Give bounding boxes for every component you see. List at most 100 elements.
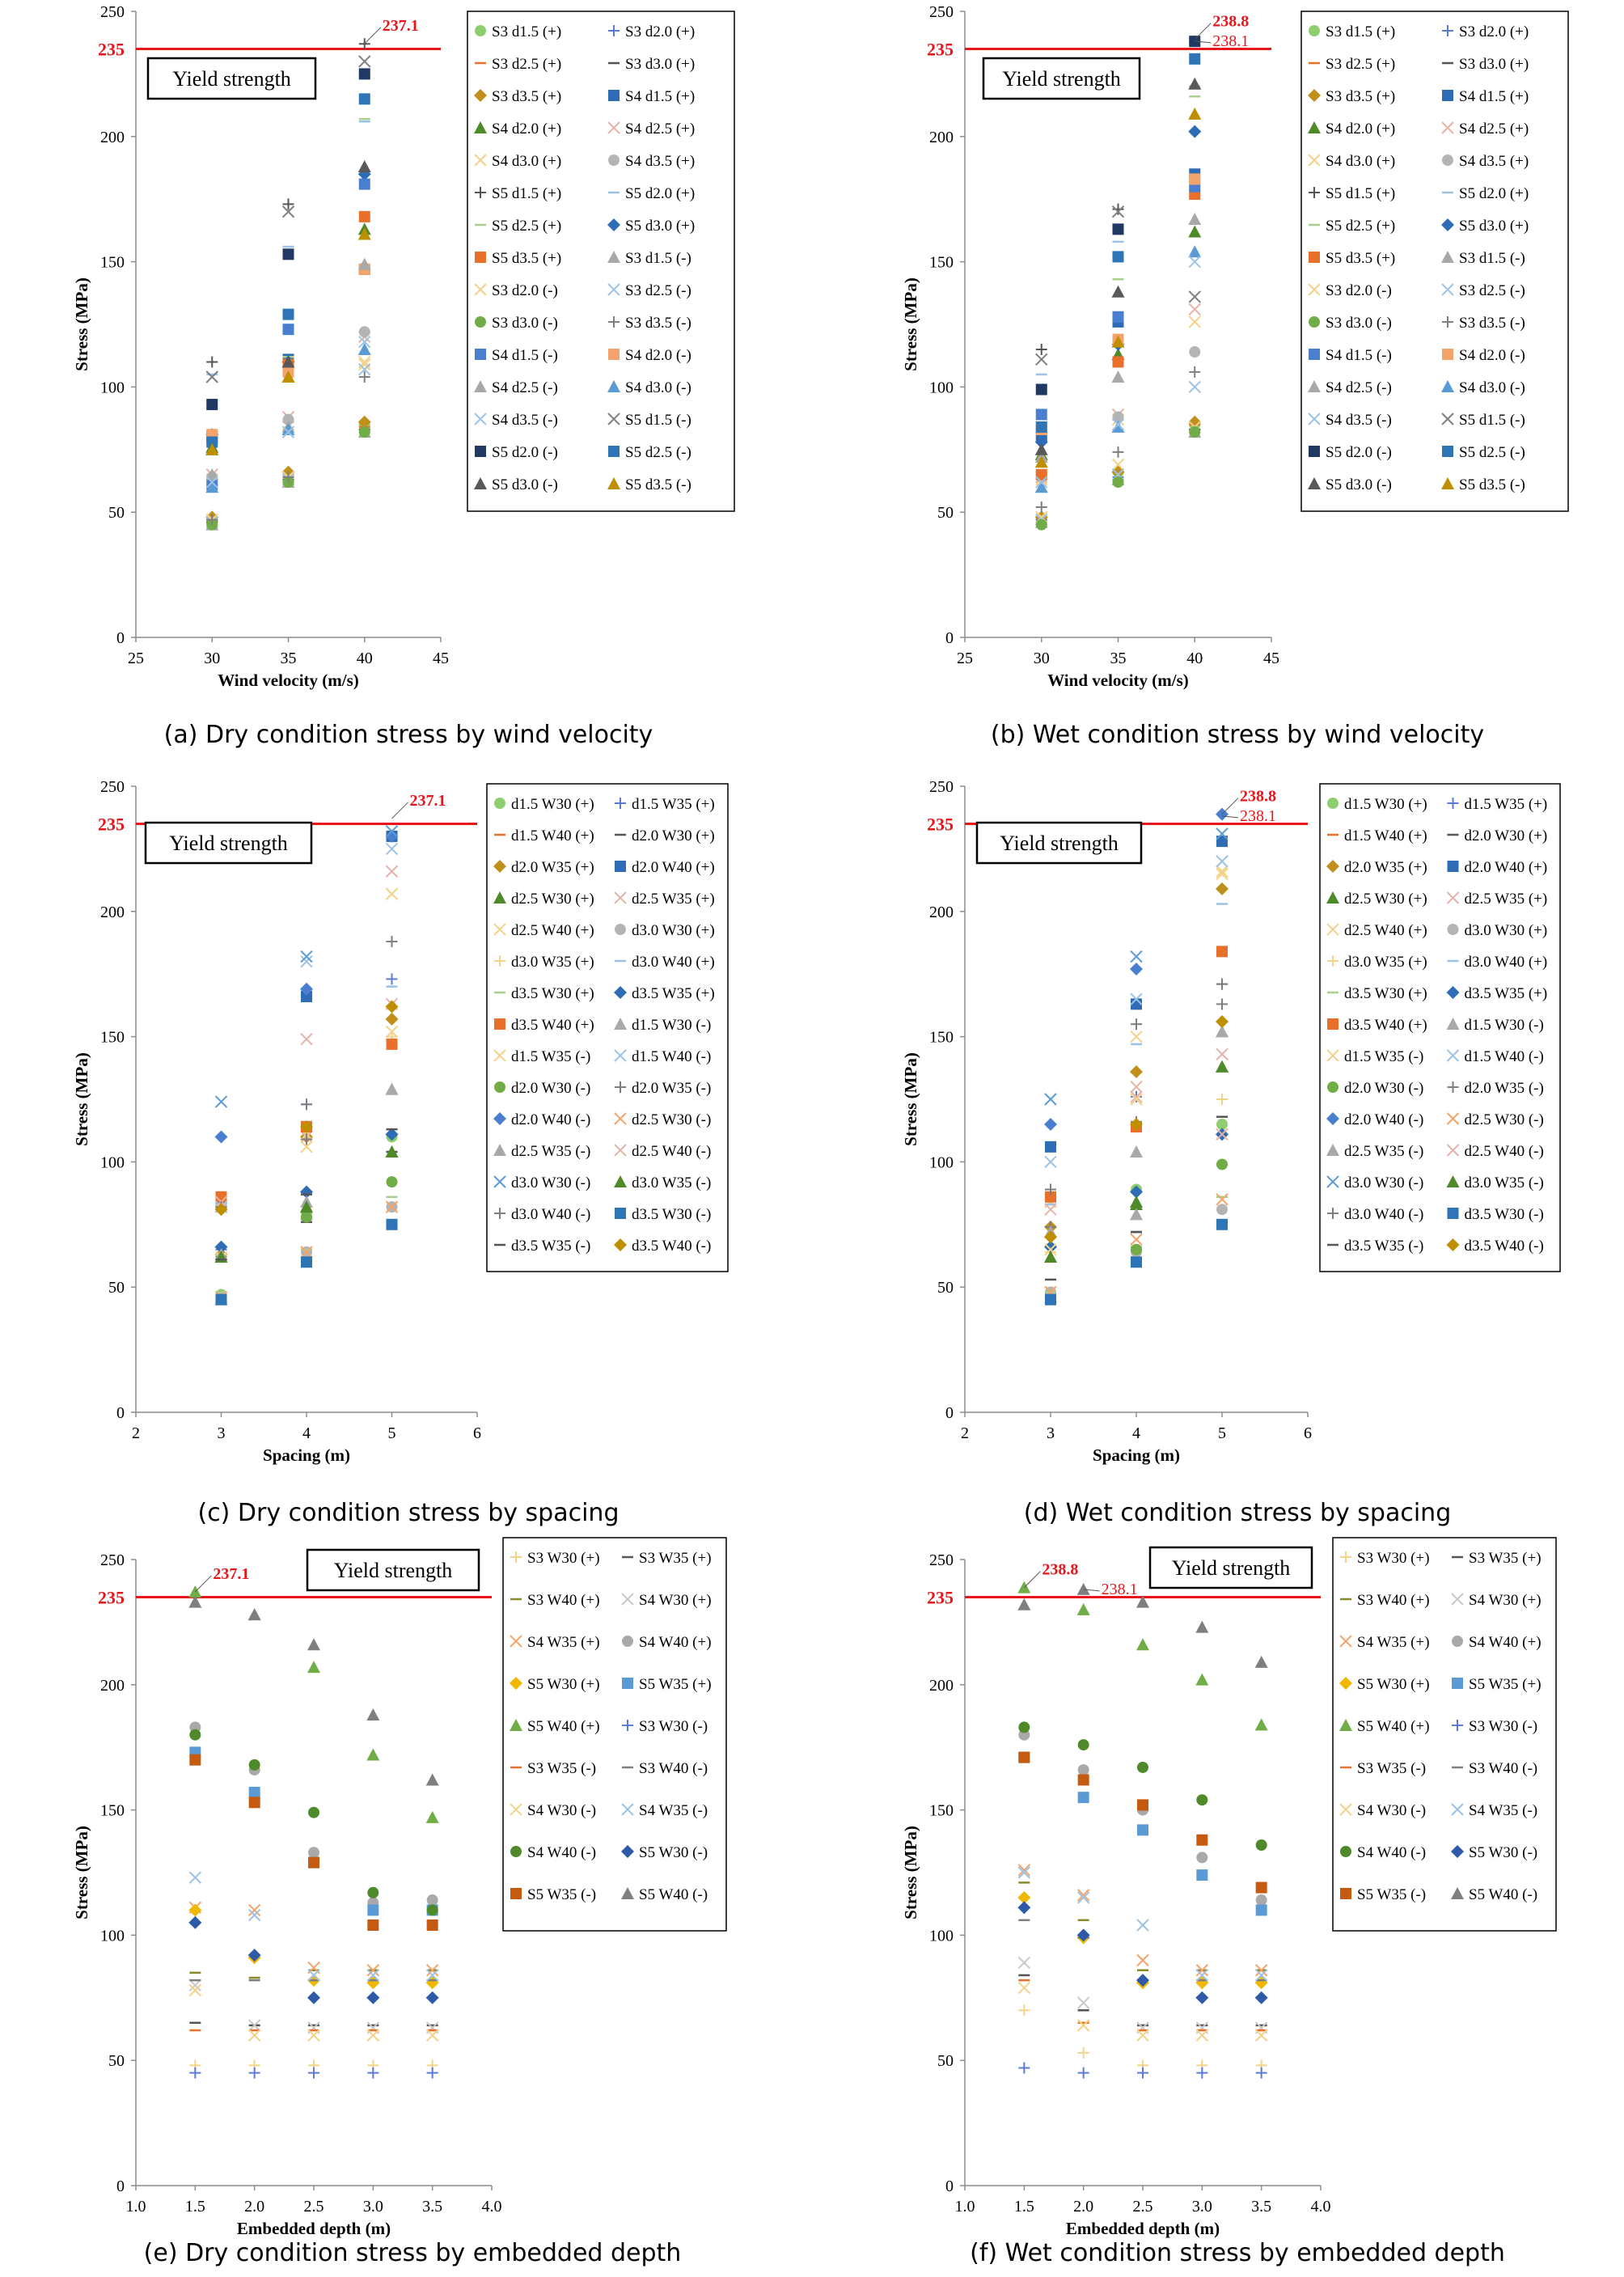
legend-marker [1441,283,1454,296]
data-point [1216,1025,1229,1038]
legend-label: S4 d1.5 (-) [1326,347,1392,364]
legend-label: S5 W40 (-) [1469,1886,1537,1903]
legend-label: S4 W30 (-) [527,1802,596,1819]
legend-marker [614,891,627,904]
data-point [1112,203,1124,215]
data-point [385,825,399,838]
legend-marker [474,413,487,425]
y-tick-label: 100 [100,1927,125,1945]
data-point [1196,1834,1208,1846]
data-point [308,2067,319,2079]
y-tick-label: 150 [100,1802,125,1820]
data-point [1076,1602,1090,1615]
data-point [366,1991,380,2004]
data-point [1076,1582,1090,1595]
data-point [1044,1243,1057,1256]
data-point [300,955,313,968]
legend-label: d2.0 W35 (-) [632,1080,711,1097]
legend-label: d3.5 W30 (-) [1465,1206,1544,1223]
legend-label: S3 W30 (+) [527,1550,600,1567]
legend-label: S3 d3.0 (-) [492,315,558,332]
data-point [1130,1208,1143,1221]
data-point [385,1000,399,1014]
legend-marker [493,1049,506,1062]
legend-label: S4 d2.0 (-) [625,347,691,364]
chart-panel-e: 0 50 100 150 200 250 1.0 1.5 2.0 2.5 3.0 3.5 4.0 Embe… [72,1537,727,2267]
data-point [248,1797,260,1809]
data-point [1195,1620,1209,1633]
data-point [1188,303,1201,316]
yield-value-label: 235 [98,39,125,59]
data-point [1112,411,1124,423]
y-tick-label: 0 [945,1404,954,1422]
data-point [366,1969,380,1982]
legend-label: S3 d1.5 (-) [625,250,691,267]
x-tick-label: 2.5 [1133,2198,1153,2216]
legend-marker [1446,891,1460,904]
legend-label: S5 d3.5 (-) [625,476,691,493]
legend-label: S3 d2.5 (+) [1326,56,1395,73]
legend-marker [1441,251,1454,263]
y-tick-label: 50 [108,1279,125,1297]
legend-label: S5 W35 (+) [1469,1676,1542,1693]
legend-label: d3.0 W30 (+) [632,922,715,939]
data-point [1216,1218,1228,1230]
legend-label: S5 d2.5 (+) [1326,218,1395,235]
data-point [1188,212,1202,225]
data-point [281,205,295,218]
data-point [307,1638,320,1651]
legend-marker [1452,1720,1463,1731]
data-point [1044,1155,1057,1169]
legend-label: S5 d1.5 (+) [1326,185,1395,202]
legend-marker [1340,1846,1351,1857]
data-point [307,1969,320,1982]
data-point [1111,205,1125,218]
data-point [1188,77,1202,90]
data-point [301,1211,312,1223]
legend-marker [622,1720,633,1731]
legend-marker [510,1803,522,1816]
data-point [1216,1204,1228,1216]
data-point [1034,435,1048,449]
legend-label: d3.5 W30 (+) [1344,985,1427,1002]
data-point [1017,1866,1031,1879]
data-point [1077,2046,1089,2059]
legend-label: S4 d3.0 (+) [1326,153,1395,170]
legend-label: S4 d3.5 (-) [1326,412,1392,429]
legend-label: d3.0 W35 (+) [1344,954,1427,971]
data-point [214,1130,228,1144]
legend-label: S3 W40 (+) [527,1592,600,1609]
annotation-leader [391,802,408,819]
x-tick-label: 35 [281,650,297,667]
data-point [358,326,370,338]
x-tick-label: 3 [1047,1424,1055,1442]
legend-label: S4 W35 (+) [527,1634,600,1651]
legend-marker [475,187,486,198]
data-point [1254,1718,1268,1731]
data-point [205,476,218,489]
legend-marker [1442,154,1453,166]
legend-marker [608,90,620,101]
legend-label: S5 d3.5 (-) [1459,476,1525,493]
x-tick-label: 4.0 [482,2198,502,2216]
legend-marker [1308,121,1321,133]
legend-label: S4 W30 (+) [1469,1592,1542,1609]
legend-marker [1447,798,1459,809]
legend-marker [607,251,620,263]
data-point [206,399,218,411]
data-point [426,1904,438,1916]
data-point [386,935,398,947]
data-point [1076,1891,1090,1904]
data-point [1216,865,1229,878]
data-point [425,2029,439,2042]
legend-marker [1309,316,1320,328]
data-point [301,1098,312,1111]
legend-label: d3.5 W35 (+) [1465,985,1548,1002]
legend-marker [621,1887,634,1899]
legend-marker [475,25,486,36]
legend-label: d3.0 W40 (-) [511,1206,590,1223]
yield-value-label: 235 [927,814,954,834]
annotation-leader [1195,40,1212,44]
x-tick-label: 5 [1218,1424,1226,1442]
data-point [1035,343,1047,355]
